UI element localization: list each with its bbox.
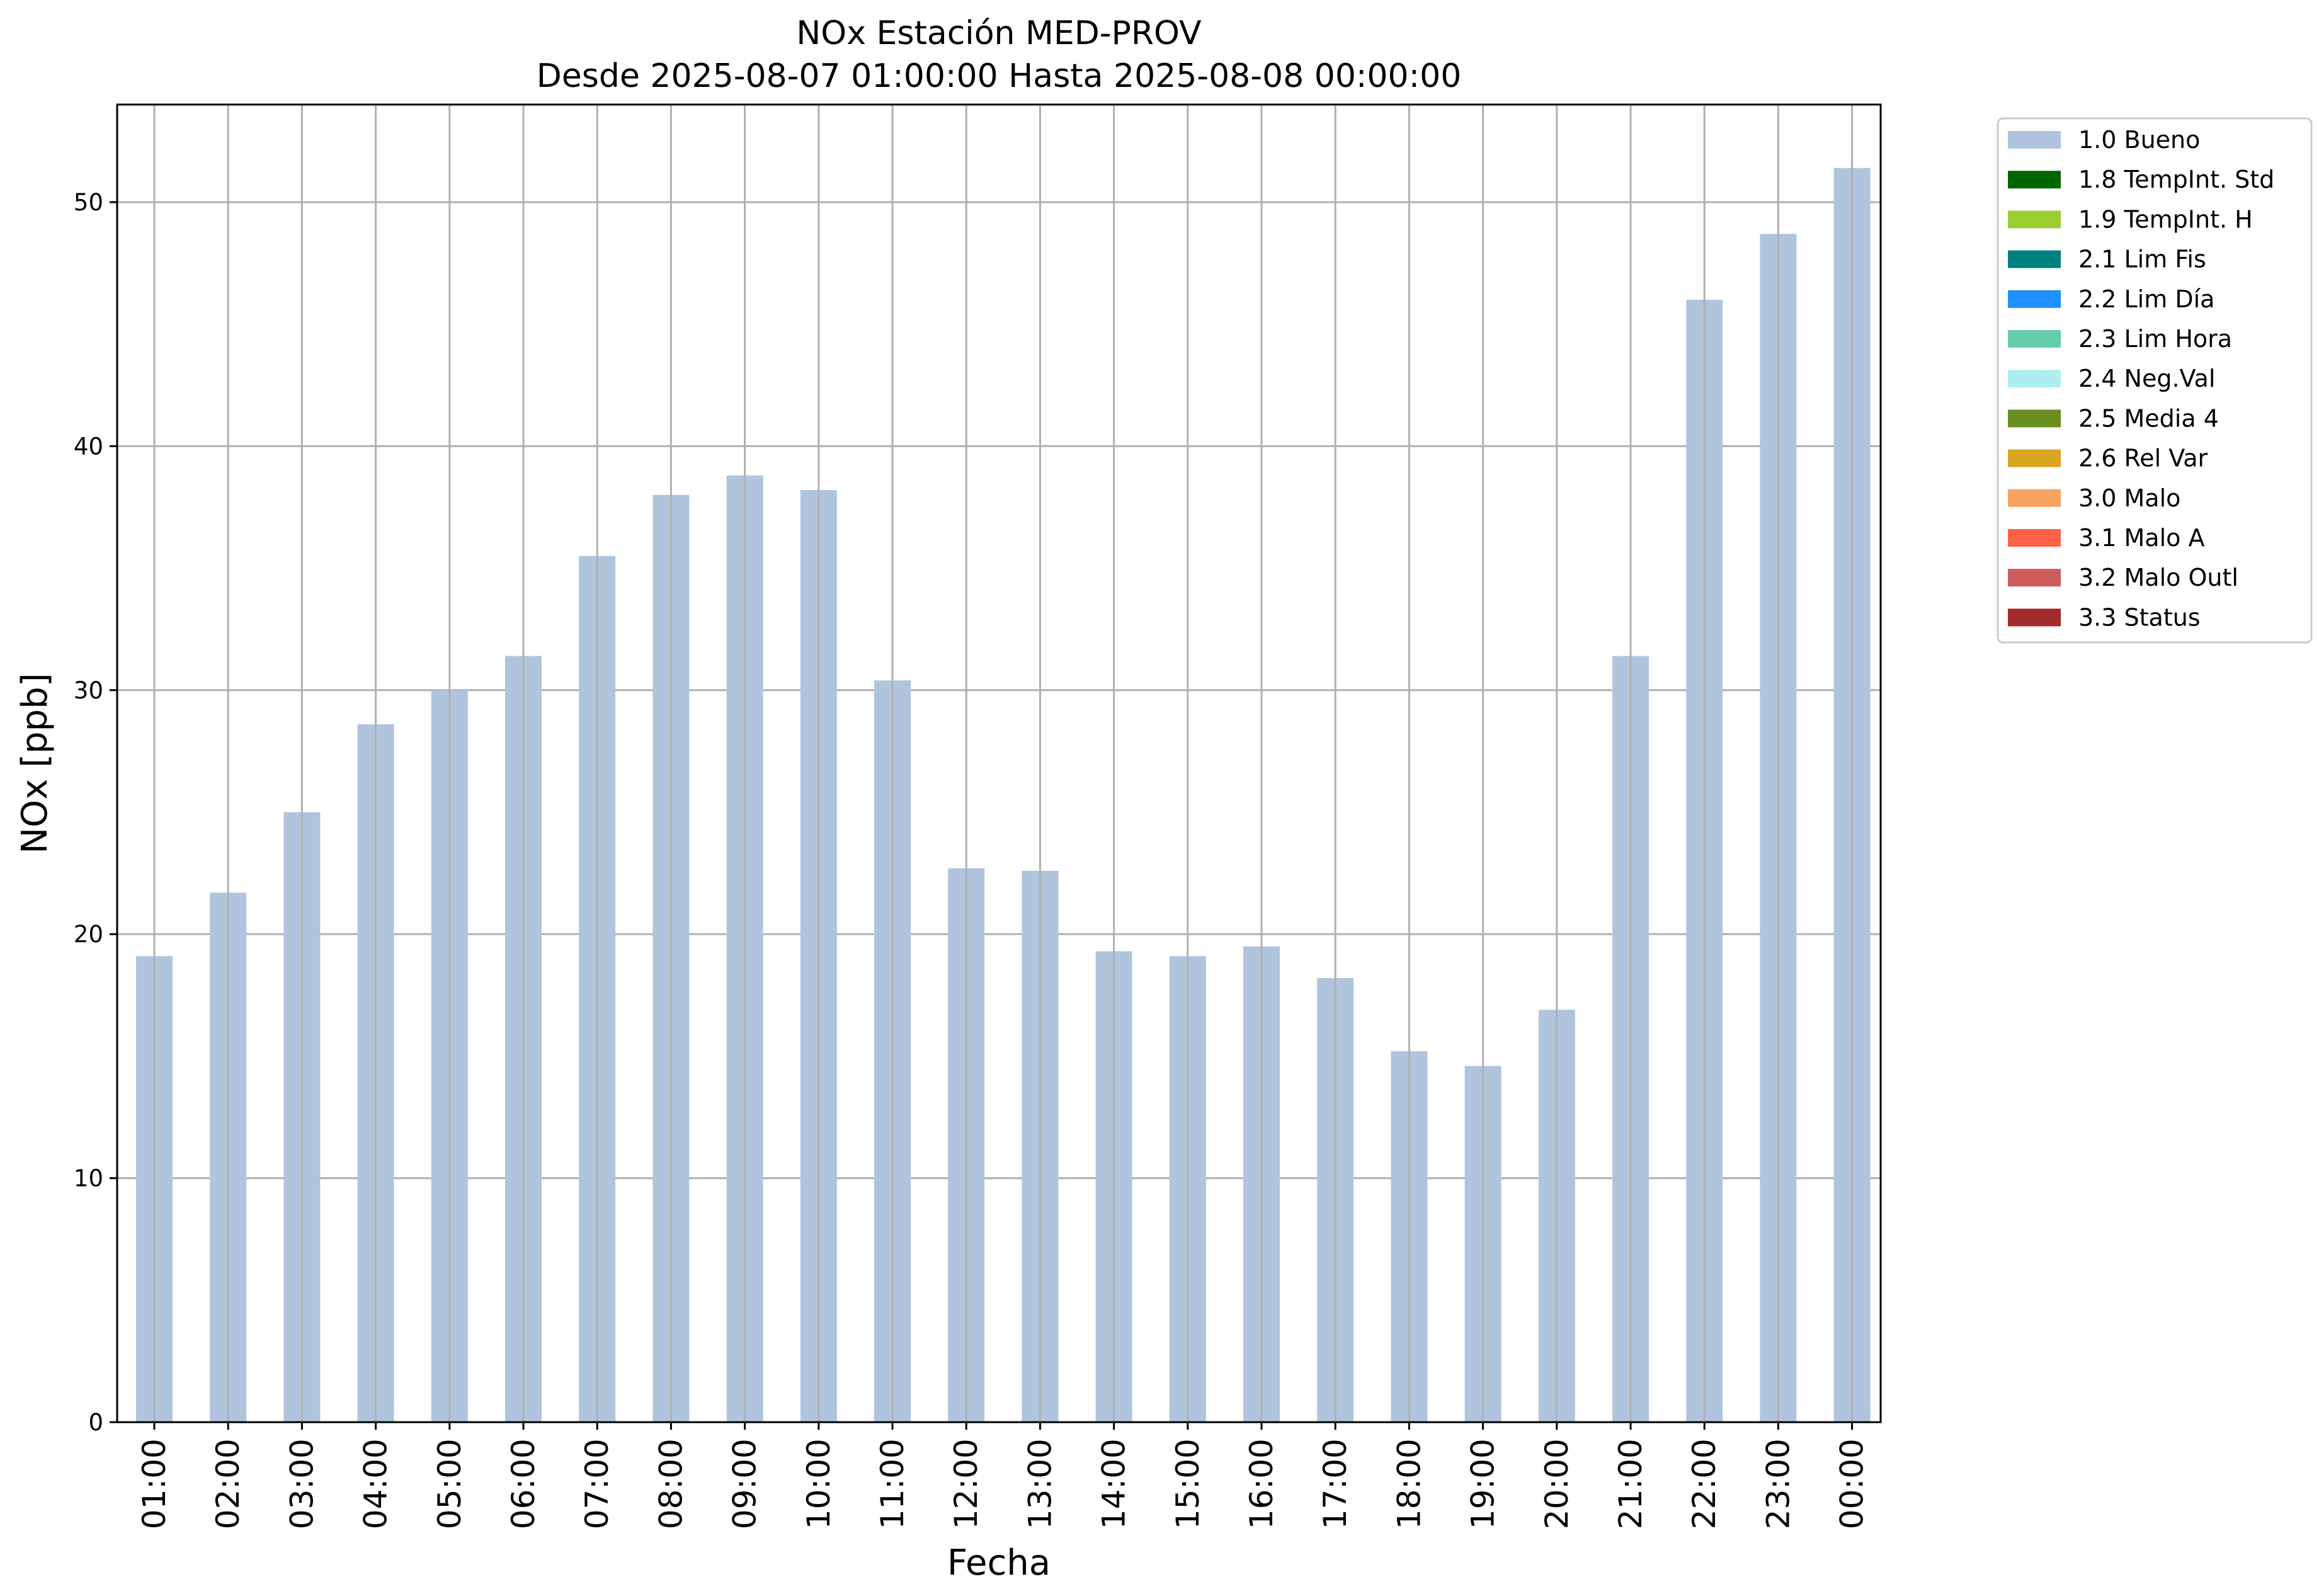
- legend-swatch: [2008, 370, 2061, 388]
- legend-swatch: [2008, 608, 2061, 627]
- legend-entry: 3.1 Malo A: [2078, 524, 2204, 552]
- y-tick-label: 40: [74, 433, 103, 460]
- legend-entry: 2.6 Rel Var: [2078, 445, 2208, 472]
- legend-entry: 2.2 Lim Día: [2078, 285, 2214, 313]
- x-tick-label: 13:00: [1022, 1439, 1058, 1529]
- x-tick-label: 05:00: [431, 1439, 468, 1529]
- x-tick-label: 18:00: [1391, 1439, 1427, 1529]
- x-tick-label: 07:00: [579, 1439, 615, 1529]
- plot-frame: [116, 103, 1882, 1423]
- legend-frame: [1997, 117, 2313, 644]
- legend-swatch: [2008, 330, 2061, 348]
- x-tick-label: 15:00: [1170, 1439, 1206, 1529]
- chart-subtitle: Desde 2025-08-07 01:00:00 Hasta 2025-08-…: [537, 57, 1462, 95]
- x-axis-ticks: 01:00 02:00 03:00 04:00 05:00 06:00 07:00 08:00…: [136, 1422, 1871, 1529]
- legend-swatch: [2008, 409, 2061, 428]
- legend-entry: 3.0 Malo: [2078, 484, 2180, 512]
- y-axis-ticks: 0 10 20 30 40 50: [74, 189, 117, 1436]
- legend-swatch: [2008, 489, 2061, 507]
- legend-swatch: [2008, 171, 2061, 189]
- x-tick-label: 23:00: [1760, 1439, 1796, 1529]
- x-tick-label: 06:00: [505, 1439, 542, 1529]
- legend-swatch: [2008, 290, 2061, 308]
- y-tick-label: 50: [74, 189, 103, 216]
- bars: [136, 168, 1871, 1423]
- x-axis-label: Fecha: [947, 1542, 1051, 1583]
- chart-title: NOx Estación MED-PROV: [796, 14, 1202, 52]
- legend-swatch: [2008, 210, 2061, 229]
- legend-swatch: [2008, 449, 2061, 467]
- y-tick-label: 10: [74, 1165, 103, 1192]
- x-tick-label: 22:00: [1686, 1439, 1723, 1529]
- y-tick-label: 20: [74, 921, 103, 948]
- legend-entry: 2.5 Media 4: [2078, 404, 2219, 432]
- x-tick-label: 17:00: [1317, 1439, 1353, 1529]
- y-tick-label: 0: [88, 1409, 103, 1436]
- legend-entry: 2.1 Lim Fis: [2078, 246, 2206, 273]
- legend-swatch: [2008, 131, 2061, 149]
- x-tick-label: 20:00: [1539, 1439, 1575, 1529]
- y-tick-label: 30: [74, 677, 103, 704]
- legend-entry: 1.0 Bueno: [2078, 126, 2200, 154]
- legend-entry: 2.4 Neg.Val: [2078, 365, 2215, 392]
- x-tick-label: 03:00: [283, 1439, 320, 1529]
- legend: 1.0 Bueno 1.8 TempInt. Std 1.9 TempInt. H 2…: [1997, 117, 2313, 644]
- x-tick-label: 01:00: [136, 1439, 173, 1529]
- legend-swatch: [2008, 569, 2061, 587]
- x-tick-label: 02:00: [210, 1439, 246, 1529]
- x-tick-label: 19:00: [1465, 1439, 1501, 1529]
- legend-entry: 1.8 TempInt. Std: [2078, 166, 2274, 193]
- legend-entry: 3.2 Malo Outl: [2078, 564, 2238, 591]
- x-tick-label: 00:00: [1834, 1439, 1871, 1529]
- x-tick-label: 04:00: [358, 1439, 394, 1529]
- legend-entry: 2.3 Lim Hora: [2078, 325, 2232, 353]
- x-tick-label: 11:00: [874, 1439, 911, 1529]
- x-tick-label: 16:00: [1243, 1439, 1280, 1529]
- x-tick-label: 12:00: [948, 1439, 984, 1529]
- x-tick-label: 10:00: [801, 1439, 837, 1529]
- x-tick-label: 09:00: [727, 1439, 763, 1529]
- x-tick-label: 08:00: [652, 1439, 689, 1529]
- legend-entry: 1.9 TempInt. H: [2078, 205, 2253, 233]
- x-tick-label: 21:00: [1612, 1439, 1649, 1529]
- legend-entry: 3.3 Status: [2078, 603, 2201, 631]
- grid-lines-vertical: [153, 105, 1854, 1422]
- legend-swatch: [2008, 250, 2061, 268]
- legend-swatch: [2008, 529, 2061, 547]
- y-axis-label: NOx [ppb]: [14, 673, 55, 853]
- x-tick-label: 14:00: [1096, 1439, 1132, 1529]
